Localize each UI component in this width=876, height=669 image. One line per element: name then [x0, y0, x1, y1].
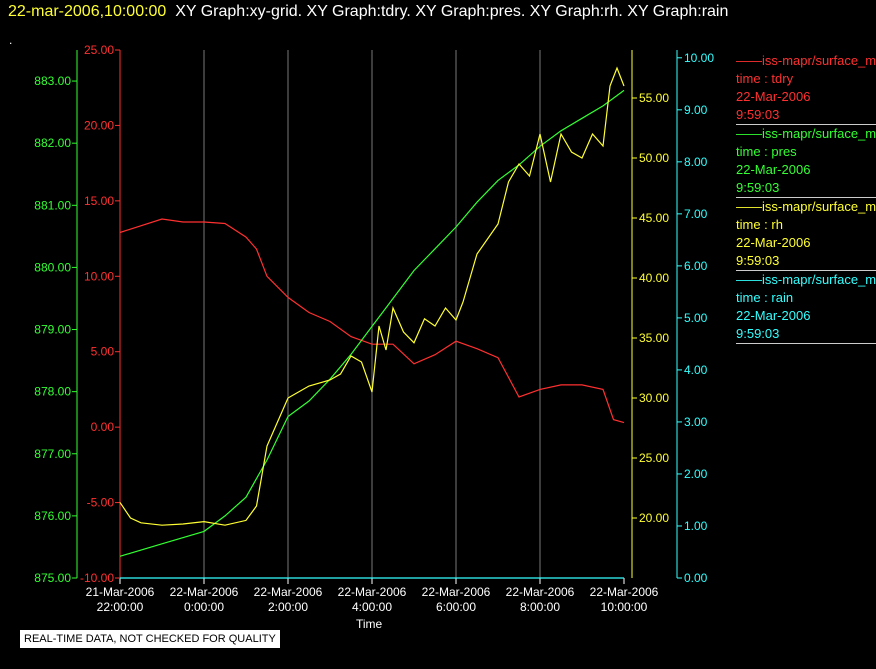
x-tick-label-date: 22-Mar-2006: [422, 585, 491, 599]
legend-time: 9:59:03: [736, 253, 780, 268]
legend: ——iss-mapr/surface_m time : tdry 22-Mar-20…: [736, 52, 876, 344]
legend-variable: time : rain: [736, 290, 794, 305]
legend-time: 9:59:03: [736, 180, 780, 195]
rh-series-line: [119, 66, 625, 526]
legend-variable: time : rh: [736, 217, 783, 232]
pres-tick-label: 875.00: [34, 571, 71, 585]
pres-tick-label: 878.00: [34, 385, 71, 399]
title-timestamp: 22-mar-2006,10:00:00: [8, 3, 167, 20]
x-tick-label-time: 10:00:00: [601, 600, 648, 614]
legend-series-name: ——iss-mapr/surface_m: [736, 272, 876, 287]
legend-date: 22-Mar-2006: [736, 89, 811, 104]
legend-series-name: ——iss-mapr/surface_m: [736, 126, 876, 141]
rain-tick-label: 3.00: [684, 415, 708, 429]
tdry-tick-label: 25.00: [84, 43, 114, 57]
pres-tick-label: 881.00: [34, 198, 71, 212]
tdry-tick-label: -5.00: [87, 496, 115, 510]
legend-divider: [736, 270, 876, 271]
tdry-tick-label: 5.00: [91, 345, 115, 359]
chart-title: 22-mar-2006,10:00:00 XY Graph:xy-grid. X…: [8, 3, 728, 21]
rh-tick-label: 35.00: [639, 331, 669, 345]
pres-series-line: [119, 89, 625, 557]
rain-tick-label: 8.00: [684, 155, 708, 169]
rain-tick-label: 4.00: [684, 363, 708, 377]
x-tick-label-time: 6:00:00: [436, 600, 476, 614]
pres-tick-label: 876.00: [34, 509, 71, 523]
title-graph-list: XY Graph:xy-grid. XY Graph:tdry. XY Grap…: [175, 3, 729, 20]
x-tick-label-date: 22-Mar-2006: [590, 585, 659, 599]
pres-tick-label: 877.00: [34, 447, 71, 461]
tdry-tick-label: 10.00: [84, 269, 114, 283]
legend-time: 9:59:03: [736, 326, 780, 341]
legend-date: 22-Mar-2006: [736, 162, 811, 177]
tdry-tick-label: 15.00: [84, 194, 114, 208]
x-tick-label-time: 22:00:00: [97, 600, 144, 614]
x-tick-label-date: 22-Mar-2006: [170, 585, 239, 599]
x-tick-label-date: 22-Mar-2006: [254, 585, 323, 599]
title-dot: .: [9, 33, 13, 47]
rain-tick-label: 0.00: [684, 571, 708, 585]
rain-tick-label: 5.00: [684, 311, 708, 325]
rh-tick-label: 20.00: [639, 511, 669, 525]
rh-tick-label: 45.00: [639, 211, 669, 225]
legend-variable: time : pres: [736, 144, 797, 159]
legend-series-name: ——iss-mapr/surface_m: [736, 53, 876, 68]
rain-tick-label: 6.00: [684, 259, 708, 273]
x-tick-label-date: 22-Mar-2006: [338, 585, 407, 599]
rain-tick-label: 2.00: [684, 467, 708, 481]
x-tick-label-time: 8:00:00: [520, 600, 560, 614]
legend-date: 22-Mar-2006: [736, 235, 811, 250]
x-tick-label-date: 21-Mar-2006: [86, 585, 155, 599]
rain-tick-label: 1.00: [684, 519, 708, 533]
x-axis-label: Time: [356, 617, 383, 631]
rain-tick-label: 10.00: [684, 51, 714, 65]
x-tick-label-time: 2:00:00: [268, 600, 308, 614]
tdry-tick-label: -10.00: [80, 571, 114, 585]
tdry-series-line: [119, 218, 625, 424]
tdry-tick-label: 20.00: [84, 118, 114, 132]
x-tick-label-time: 0:00:00: [184, 600, 224, 614]
rh-tick-label: 30.00: [639, 391, 669, 405]
rh-tick-label: 40.00: [639, 271, 669, 285]
pres-tick-label: 880.00: [34, 260, 71, 274]
rh-tick-label: 55.00: [639, 91, 669, 105]
legend-divider: [736, 124, 876, 125]
rain-tick-label: 9.00: [684, 103, 708, 117]
legend-series-name: ——iss-mapr/surface_m: [736, 199, 876, 214]
tdry-tick-label: 0.00: [91, 420, 115, 434]
legend-divider: [736, 343, 876, 344]
pres-tick-label: 882.00: [34, 136, 71, 150]
legend-time: 9:59:03: [736, 107, 780, 122]
legend-variable: time : tdry: [736, 71, 794, 86]
legend-divider: [736, 197, 876, 198]
pres-tick-label: 879.00: [34, 323, 71, 337]
x-tick-label-date: 22-Mar-2006: [506, 585, 575, 599]
rh-tick-label: 50.00: [639, 151, 669, 165]
rain-tick-label: 7.00: [684, 207, 708, 221]
rh-tick-label: 25.00: [639, 451, 669, 465]
x-tick-label-time: 4:00:00: [352, 600, 392, 614]
quality-notice: REAL-TIME DATA, NOT CHECKED FOR QUALITY: [20, 630, 280, 648]
legend-date: 22-Mar-2006: [736, 308, 811, 323]
pres-tick-label: 883.00: [34, 74, 71, 88]
